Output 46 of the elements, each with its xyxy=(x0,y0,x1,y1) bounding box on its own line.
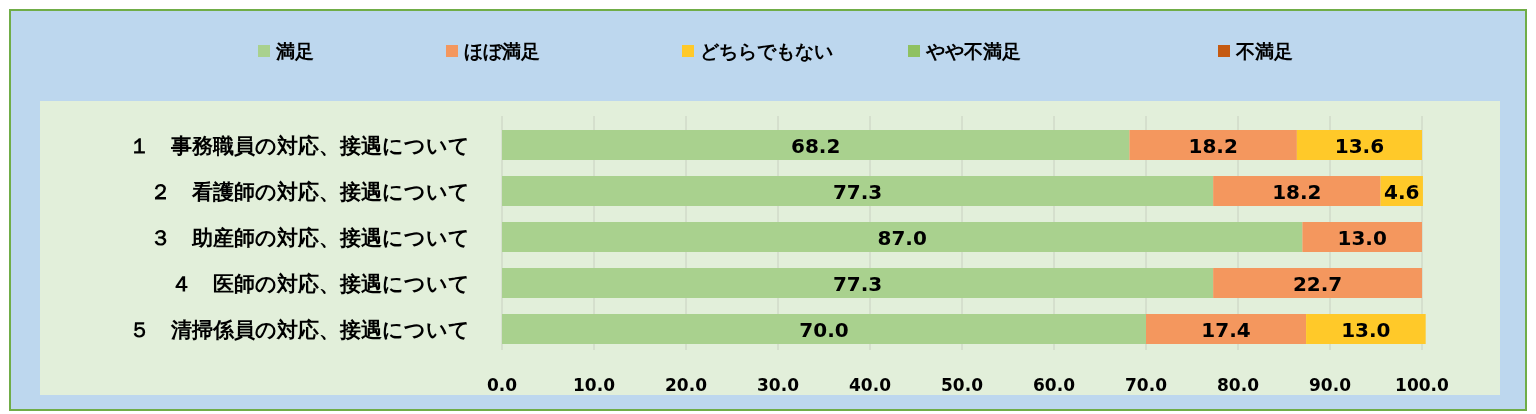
x-tick-label: 80.0 xyxy=(1217,375,1260,395)
bar xyxy=(1146,314,1307,344)
legend-label: 不満足 xyxy=(1235,40,1293,62)
data-label: 13.0 xyxy=(1337,226,1387,250)
x-tick-label: 30.0 xyxy=(757,375,800,395)
bar xyxy=(502,314,1146,344)
bar xyxy=(502,268,1214,298)
data-label: 18.2 xyxy=(1272,180,1322,204)
bar xyxy=(1129,130,1297,160)
bar xyxy=(502,222,1303,252)
x-tick-label: 90.0 xyxy=(1309,375,1352,395)
y-tick-label: ５ 清掃係員の対応、接遇について xyxy=(129,318,470,342)
data-label: 4.6 xyxy=(1384,180,1420,204)
legend-label: ほぼ満足 xyxy=(464,40,540,62)
x-tick-label: 50.0 xyxy=(941,375,984,395)
x-tick-label: 10.0 xyxy=(573,375,616,395)
bar xyxy=(1302,222,1422,252)
data-label: 17.4 xyxy=(1201,318,1251,342)
x-tick-label: 20.0 xyxy=(665,375,708,395)
x-tick-label: 100.0 xyxy=(1395,375,1450,395)
data-label: 77.3 xyxy=(832,272,883,296)
data-label: 22.7 xyxy=(1292,272,1343,296)
legend-label: 満足 xyxy=(275,40,314,62)
y-tick-label: １ 事務職員の対応、接遇について xyxy=(129,134,470,158)
data-label: 18.2 xyxy=(1188,134,1238,158)
data-label: 13.6 xyxy=(1334,134,1385,158)
data-label: 13.0 xyxy=(1341,318,1391,342)
x-tick-label: 70.0 xyxy=(1125,375,1168,395)
bar xyxy=(1213,176,1381,206)
legend-label: やや不満足 xyxy=(925,40,1021,62)
y-tick-label: ２ 看護師の対応、接遇について xyxy=(150,180,470,204)
data-label: 87.0 xyxy=(877,226,927,250)
bar xyxy=(1213,268,1422,298)
data-label: 77.3 xyxy=(832,180,883,204)
bar xyxy=(1296,130,1422,160)
legend-label: どちらでもない xyxy=(700,40,833,62)
data-label: 68.2 xyxy=(791,134,841,158)
y-tick-label: ４ 医師の対応、接遇について xyxy=(171,272,470,296)
y-tick-label: ３ 助産師の対応、接遇について xyxy=(150,226,470,250)
x-tick-label: 40.0 xyxy=(849,375,892,395)
data-label: 70.0 xyxy=(799,318,849,342)
bar xyxy=(502,176,1214,206)
bar xyxy=(502,130,1130,160)
x-tick-label: 0.0 xyxy=(486,375,518,395)
x-tick-label: 60.0 xyxy=(1033,375,1076,395)
bar xyxy=(1306,314,1426,344)
